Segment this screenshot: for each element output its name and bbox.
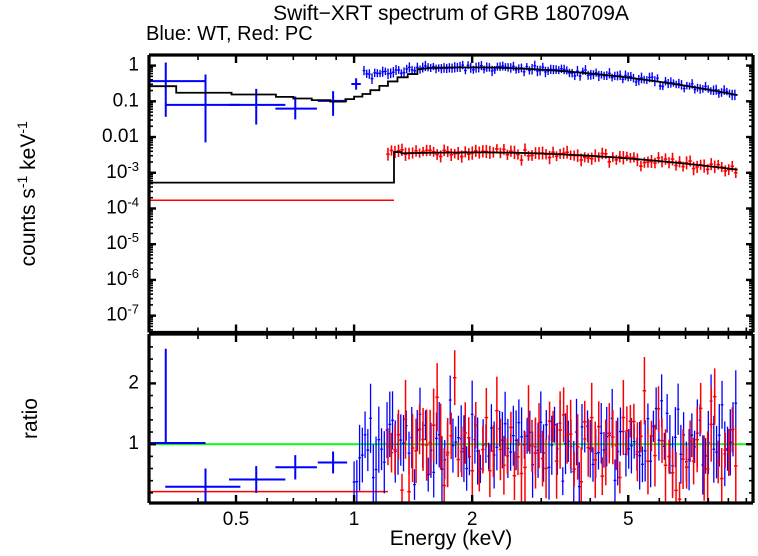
svg-text:1: 1 xyxy=(349,509,360,530)
svg-text:0.1: 0.1 xyxy=(113,90,139,111)
svg-text:0.5: 0.5 xyxy=(223,509,249,530)
svg-text:0.01: 0.01 xyxy=(102,126,139,147)
svg-text:5: 5 xyxy=(623,509,634,530)
svg-text:2: 2 xyxy=(128,372,139,393)
svg-text:1: 1 xyxy=(128,433,139,454)
svg-text:1: 1 xyxy=(128,55,139,76)
svg-text:Energy (keV): Energy (keV) xyxy=(390,527,513,550)
svg-text:Blue: WT, Red: PC: Blue: WT, Red: PC xyxy=(146,23,313,45)
svg-text:Swift−XRT spectrum of GRB 1807: Swift−XRT spectrum of GRB 180709A xyxy=(273,2,629,25)
svg-text:ratio: ratio xyxy=(19,398,42,439)
svg-text:counts s-1 keV-1: counts s-1 keV-1 xyxy=(14,121,40,266)
